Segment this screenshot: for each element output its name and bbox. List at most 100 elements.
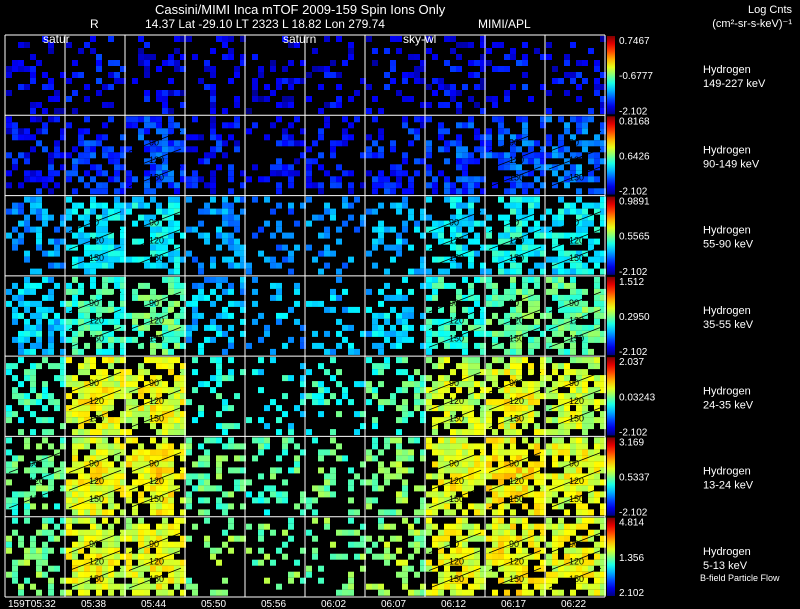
contour-label: 90 (569, 218, 579, 228)
contour-line (68, 371, 122, 393)
contour-line (488, 389, 542, 411)
contour-line (428, 371, 482, 393)
contour-line (548, 407, 602, 428)
contour-label: 150 (89, 414, 104, 424)
contour-line (488, 131, 542, 152)
panel-r0-c7 (426, 36, 486, 114)
colorbar-r2 (607, 196, 615, 275)
contour-line (428, 532, 482, 554)
row-energy-label: 149-227 keV (703, 78, 766, 90)
contour-line (68, 309, 122, 330)
contour-label: 90 (449, 459, 459, 469)
contour-line (68, 532, 122, 554)
colorbar-r1 (607, 116, 615, 195)
contour-line (128, 567, 182, 589)
contour-line (128, 309, 182, 330)
panel-r2-c1: 90 120 150 (66, 196, 126, 275)
colorbar-units: (cm²-sr-s-keV)⁻¹ (712, 18, 792, 30)
contour-label: 90 (509, 218, 519, 228)
colorbar-max-label: 4.814 (619, 518, 644, 529)
contour-line (68, 326, 122, 348)
contour-label: 90 (149, 137, 159, 147)
contour-label: 150 (149, 173, 164, 183)
row-species-label: Hydrogen (703, 144, 751, 156)
contour-label: 90 (149, 539, 159, 549)
contour-line (488, 452, 542, 473)
panel-r6-c8: 90 120 150 (486, 517, 546, 596)
contour-label: 90 (89, 378, 99, 388)
time-tick-label: 06:22 (561, 599, 586, 609)
contour-line (428, 211, 482, 233)
contour-label: 120 (569, 476, 584, 486)
contour-label: 150 (449, 414, 464, 424)
contour-line (128, 371, 182, 393)
contour-label: 120 (149, 316, 164, 326)
panel-r1-c8: 90 120 150 (486, 116, 546, 195)
panel-r5-c9: 90 120 150 (546, 437, 606, 516)
contour-label: 120 (449, 476, 464, 486)
contour-label: 150 (569, 173, 584, 183)
contour-label: 90 (89, 298, 99, 308)
contour-line (128, 532, 182, 554)
contour-label: 120 (149, 155, 164, 165)
time-tick-label: 05:50 (201, 599, 226, 609)
contour-label: 150 (509, 574, 524, 584)
contour-line (548, 131, 602, 152)
contour-label: 150 (449, 253, 464, 263)
panel-r3-c7: 90 120 150 (426, 276, 486, 355)
panel-r3-c0 (6, 276, 66, 355)
contour-line (428, 407, 482, 428)
colorbar-mid-label: 0.6426 (619, 151, 650, 162)
row-energy-label: 35-55 keV (703, 319, 754, 331)
contour-line (68, 469, 122, 491)
panel-r1-c9: 90 120 150 (546, 116, 606, 195)
contour-line (548, 166, 602, 188)
row-energy-label: 55-90 keV (703, 239, 754, 251)
panel-r4-c5 (306, 357, 366, 436)
contour-label: 90 (509, 378, 519, 388)
contour-label: 90 (569, 539, 579, 549)
panel-r0-c3 (186, 36, 246, 114)
contour-line (128, 389, 182, 411)
contour-line (8, 452, 62, 473)
contour-label: 120 (569, 396, 584, 406)
contour-line (128, 326, 182, 348)
subtitle-instrument: MIMI/APL (478, 17, 531, 31)
contour-line (128, 452, 182, 473)
contour-label: 150 (569, 253, 584, 263)
contour-label: 120 (449, 396, 464, 406)
contour-label: 120 (569, 155, 584, 165)
contour-label: 90 (569, 137, 579, 147)
contour-label: 120 (149, 235, 164, 245)
panel-r1-c4 (246, 116, 306, 195)
contour-label: 150 (569, 574, 584, 584)
contour-label: 90 (569, 378, 579, 388)
panel-r3-c6 (366, 276, 426, 355)
panel-r5-c6 (366, 437, 426, 516)
panel-r6-c0 (6, 517, 66, 596)
contour-label: 90 (149, 218, 159, 228)
panel-r6-c5 (306, 517, 366, 596)
contour-line (128, 550, 182, 571)
panel-r0-c6 (366, 36, 426, 114)
contour-line (488, 326, 542, 348)
contour-label: 90 (509, 137, 519, 147)
column-overlay-label: satur (43, 32, 70, 46)
contour-label: 90 (509, 539, 519, 549)
contour-line (8, 469, 62, 491)
contour-label: 150 (449, 574, 464, 584)
footnote-bfield: B-field Particle Flow (700, 573, 780, 583)
contour-label: 120 (89, 316, 104, 326)
panel-r5-c8: 90 120 150 (486, 437, 546, 516)
panel-r2-c9: 90 120 150 (546, 196, 606, 275)
colorbar-min-label: 2.102 (619, 588, 644, 599)
contour-line (128, 469, 182, 491)
panel-r2-c6 (366, 196, 426, 275)
contour-line (548, 228, 602, 250)
colorbar-r5 (607, 437, 615, 516)
contour-line (548, 148, 602, 170)
contour-label: 120 (449, 235, 464, 245)
panel-r0-c0 (6, 36, 66, 114)
time-tick-label: 06:02 (321, 599, 346, 609)
panel-r1-c1 (66, 116, 126, 195)
